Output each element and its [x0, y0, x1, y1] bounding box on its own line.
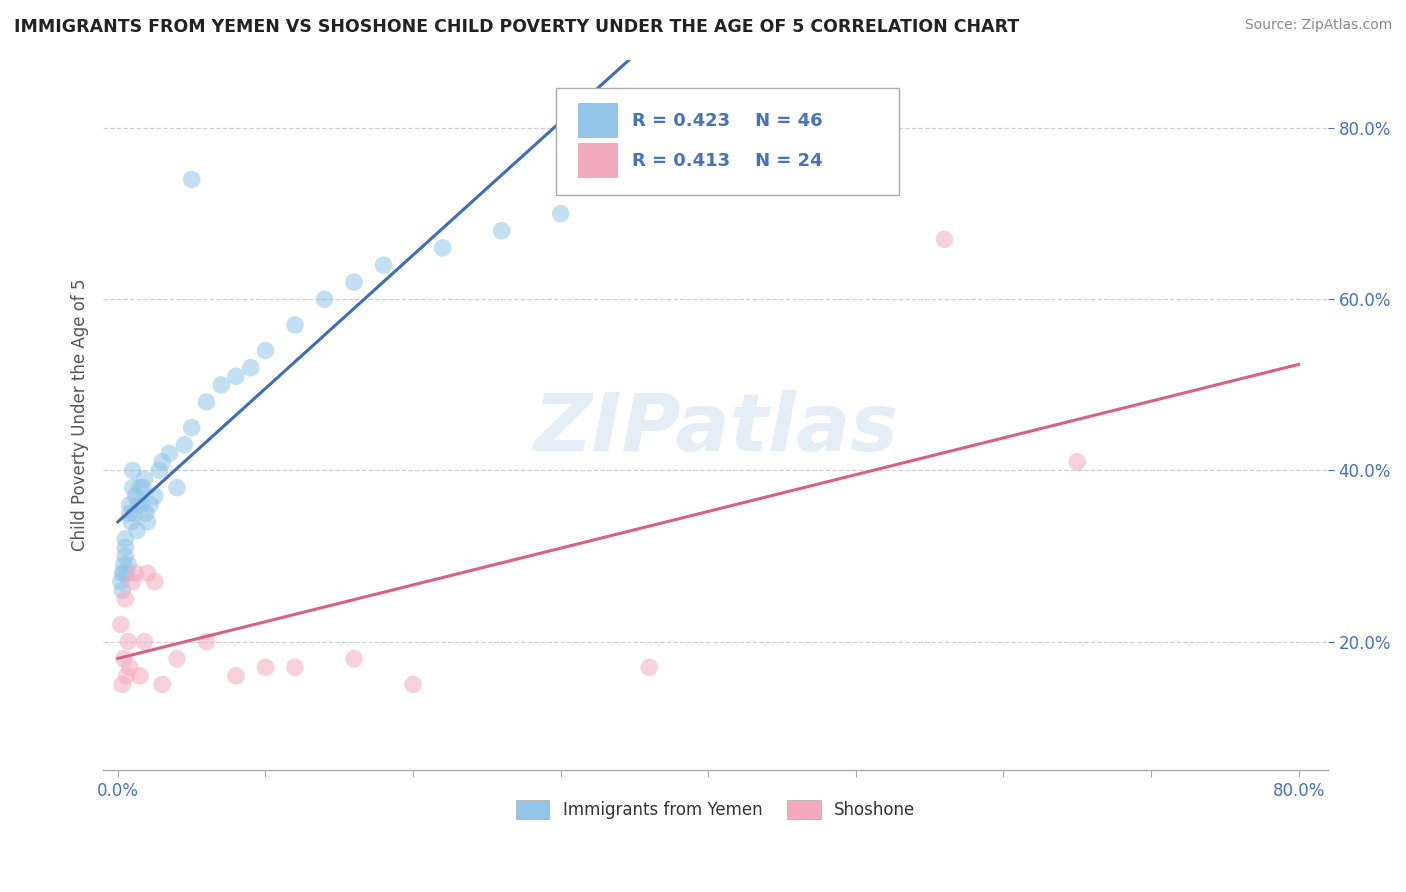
Point: [150, 455, 173, 469]
Point: [139, 498, 162, 512]
Point: [148, 463, 170, 477]
Point: [111, 566, 134, 581]
Point: [195, 395, 218, 409]
Point: [110, 574, 132, 589]
Point: [934, 232, 956, 246]
Point: [150, 677, 173, 691]
Point: [120, 515, 142, 529]
Point: [1066, 455, 1088, 469]
Point: [115, 669, 138, 683]
Point: [402, 677, 425, 691]
Text: ZIPatlas: ZIPatlas: [533, 390, 898, 468]
Point: [129, 481, 152, 495]
Text: R = 0.423    N = 46: R = 0.423 N = 46: [633, 112, 823, 129]
Point: [209, 377, 232, 392]
Point: [143, 489, 166, 503]
Legend: Immigrants from Yemen, Shoshone: Immigrants from Yemen, Shoshone: [509, 793, 922, 826]
Point: [166, 651, 188, 665]
Point: [638, 660, 661, 674]
Point: [135, 506, 157, 520]
Point: [373, 258, 395, 272]
Point: [343, 275, 366, 289]
FancyBboxPatch shape: [557, 88, 900, 194]
Point: [115, 566, 138, 581]
Point: [159, 446, 181, 460]
Text: IMMIGRANTS FROM YEMEN VS SHOSHONE CHILD POVERTY UNDER THE AGE OF 5 CORRELATION C: IMMIGRANTS FROM YEMEN VS SHOSHONE CHILD …: [14, 18, 1019, 36]
Point: [125, 524, 148, 538]
Point: [114, 591, 136, 606]
Point: [225, 669, 247, 683]
Text: R = 0.413    N = 24: R = 0.413 N = 24: [633, 153, 823, 170]
Point: [132, 481, 155, 495]
Point: [121, 463, 143, 477]
Point: [112, 651, 135, 665]
Point: [225, 369, 247, 384]
FancyBboxPatch shape: [578, 144, 617, 178]
FancyBboxPatch shape: [578, 103, 617, 137]
Point: [112, 558, 135, 572]
Point: [111, 677, 134, 691]
Point: [121, 574, 143, 589]
Point: [124, 489, 146, 503]
Point: [550, 207, 572, 221]
Point: [314, 292, 336, 306]
Point: [134, 634, 156, 648]
Point: [136, 566, 159, 581]
Point: [173, 438, 195, 452]
Point: [432, 241, 454, 255]
Point: [131, 498, 153, 512]
Y-axis label: Child Poverty Under the Age of 5: Child Poverty Under the Age of 5: [72, 278, 89, 551]
Point: [180, 172, 202, 186]
Point: [129, 669, 152, 683]
Point: [110, 617, 132, 632]
Point: [117, 634, 139, 648]
Point: [118, 498, 141, 512]
Point: [254, 660, 277, 674]
Point: [128, 498, 150, 512]
Point: [239, 360, 262, 375]
Point: [122, 506, 145, 520]
Point: [114, 549, 136, 563]
Text: Source: ZipAtlas.com: Source: ZipAtlas.com: [1244, 18, 1392, 32]
Point: [117, 558, 139, 572]
Point: [143, 574, 166, 589]
Point: [114, 541, 136, 555]
Point: [134, 472, 156, 486]
Point: [121, 481, 143, 495]
Point: [180, 420, 202, 434]
Point: [284, 660, 307, 674]
Point: [136, 515, 159, 529]
Point: [114, 532, 136, 546]
Point: [491, 224, 513, 238]
Point: [112, 566, 135, 581]
Point: [124, 566, 146, 581]
Point: [195, 634, 218, 648]
Point: [118, 660, 141, 674]
Point: [284, 318, 307, 332]
Point: [111, 583, 134, 598]
Point: [343, 651, 366, 665]
Point: [118, 506, 141, 520]
Point: [166, 481, 188, 495]
Point: [254, 343, 277, 358]
